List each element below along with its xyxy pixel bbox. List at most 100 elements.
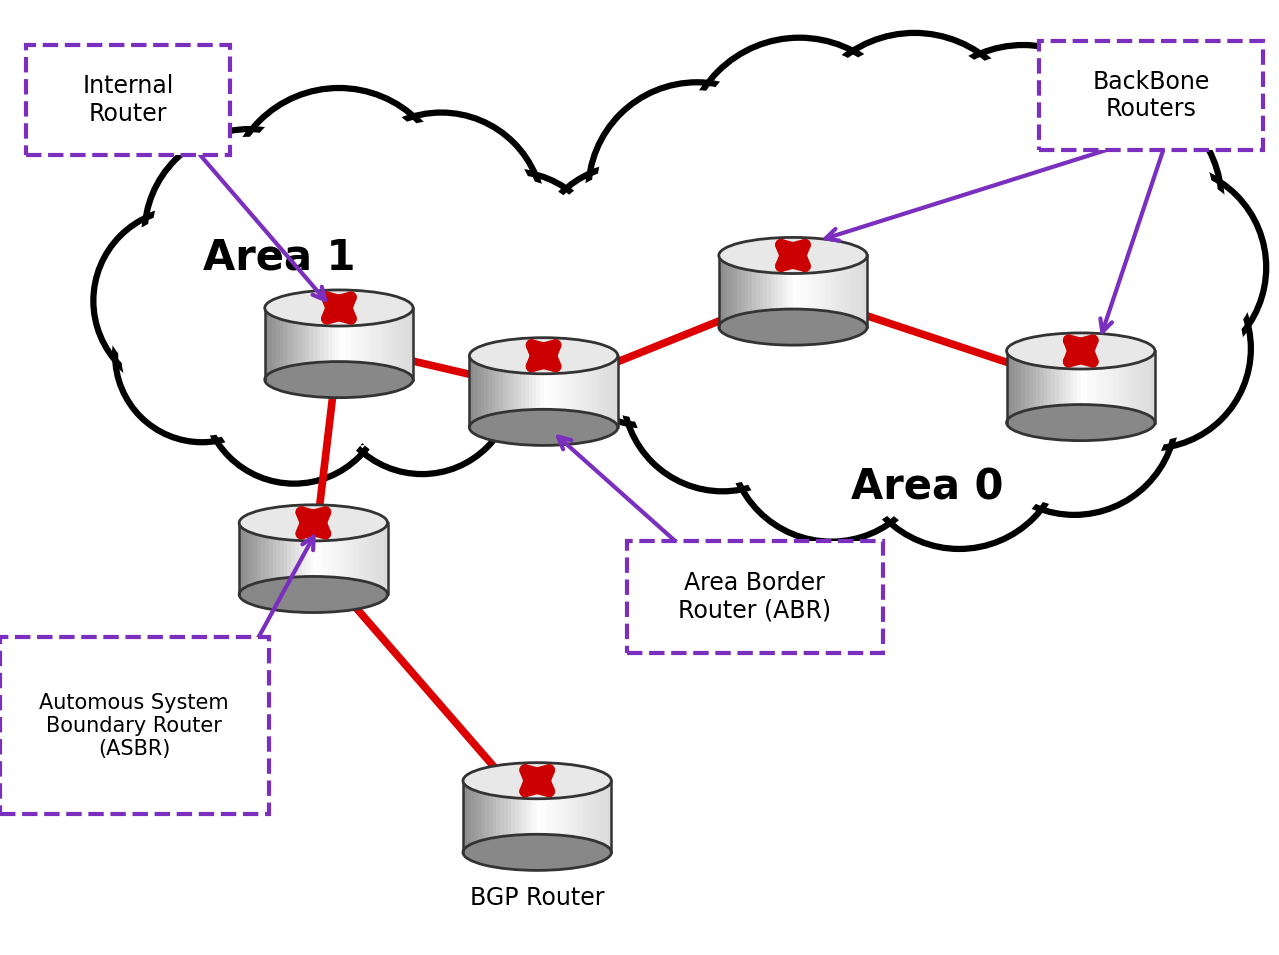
Bar [376, 523, 381, 594]
Bar [489, 781, 494, 852]
Bar [719, 256, 723, 327]
Bar [467, 781, 471, 852]
Text: Area Border
Router (ABR): Area Border Router (ABR) [678, 571, 831, 623]
Bar [852, 256, 857, 327]
Bar [491, 356, 496, 428]
Bar [339, 308, 343, 379]
Bar [286, 308, 292, 379]
Bar [1048, 350, 1051, 422]
Bar [606, 356, 611, 428]
Bar [1114, 350, 1118, 422]
Circle shape [115, 268, 289, 442]
Bar [822, 256, 826, 327]
Bar [380, 523, 384, 594]
Circle shape [737, 345, 926, 534]
Bar [1007, 350, 1010, 422]
Bar [485, 781, 490, 852]
Bar [789, 256, 793, 327]
Circle shape [153, 138, 345, 330]
Bar [343, 308, 347, 379]
Bar [842, 256, 845, 327]
Bar [366, 523, 370, 594]
Bar [569, 356, 574, 428]
Bar [1099, 350, 1104, 422]
Bar [313, 523, 317, 594]
Circle shape [799, 32, 1030, 264]
Bar [477, 356, 481, 428]
Bar [771, 256, 775, 327]
Bar [1051, 350, 1055, 422]
Bar [1018, 350, 1022, 422]
Bar [317, 308, 321, 379]
Bar [741, 256, 746, 327]
Ellipse shape [265, 362, 413, 397]
Bar [586, 781, 590, 852]
Bar [574, 781, 578, 852]
Bar [748, 256, 752, 327]
Bar [255, 523, 258, 594]
Bar [530, 781, 533, 852]
Circle shape [416, 244, 595, 424]
Ellipse shape [469, 410, 618, 445]
Circle shape [1013, 100, 1212, 301]
Bar [1032, 350, 1037, 422]
Bar [265, 308, 269, 379]
Bar [1036, 350, 1040, 422]
Circle shape [423, 252, 587, 416]
Bar [859, 256, 863, 327]
Bar [510, 356, 514, 428]
Bar [577, 356, 581, 428]
Bar [372, 308, 376, 379]
Circle shape [338, 297, 506, 467]
Circle shape [93, 209, 278, 393]
Circle shape [558, 242, 734, 417]
Bar [324, 308, 329, 379]
Bar [504, 781, 508, 852]
Text: Area 0: Area 0 [851, 466, 1004, 508]
Bar [536, 356, 540, 428]
Bar [793, 256, 797, 327]
Circle shape [535, 166, 719, 350]
Bar [1010, 350, 1014, 422]
Bar [294, 523, 299, 594]
Bar [555, 781, 560, 852]
Circle shape [1004, 92, 1221, 309]
Bar [358, 523, 362, 594]
Bar [1143, 350, 1149, 422]
Bar [329, 523, 333, 594]
Bar [391, 308, 395, 379]
Bar [600, 781, 605, 852]
Bar [284, 523, 288, 594]
Bar [553, 781, 556, 852]
Bar [354, 523, 358, 594]
Bar [335, 523, 340, 594]
Text: BGP Router: BGP Router [469, 885, 605, 910]
Circle shape [416, 172, 608, 363]
Bar [310, 308, 313, 379]
Circle shape [210, 160, 481, 432]
Bar [1059, 350, 1063, 422]
Bar [559, 356, 563, 428]
Bar [752, 256, 756, 327]
Bar [592, 356, 596, 428]
Circle shape [808, 42, 1021, 254]
Bar [582, 781, 586, 852]
Circle shape [1062, 165, 1266, 370]
Ellipse shape [719, 309, 867, 345]
Bar [1073, 350, 1077, 422]
Bar [1044, 350, 1048, 422]
Bar [1102, 350, 1108, 422]
Bar [398, 308, 403, 379]
Bar [372, 523, 377, 594]
Bar [388, 308, 391, 379]
Bar [290, 308, 295, 379]
Bar [358, 308, 362, 379]
Bar [368, 308, 372, 379]
Bar [471, 781, 475, 852]
Bar [302, 523, 307, 594]
Circle shape [347, 120, 536, 309]
Bar [1085, 350, 1088, 422]
Ellipse shape [469, 338, 618, 373]
Bar [614, 356, 618, 428]
Circle shape [330, 290, 514, 474]
